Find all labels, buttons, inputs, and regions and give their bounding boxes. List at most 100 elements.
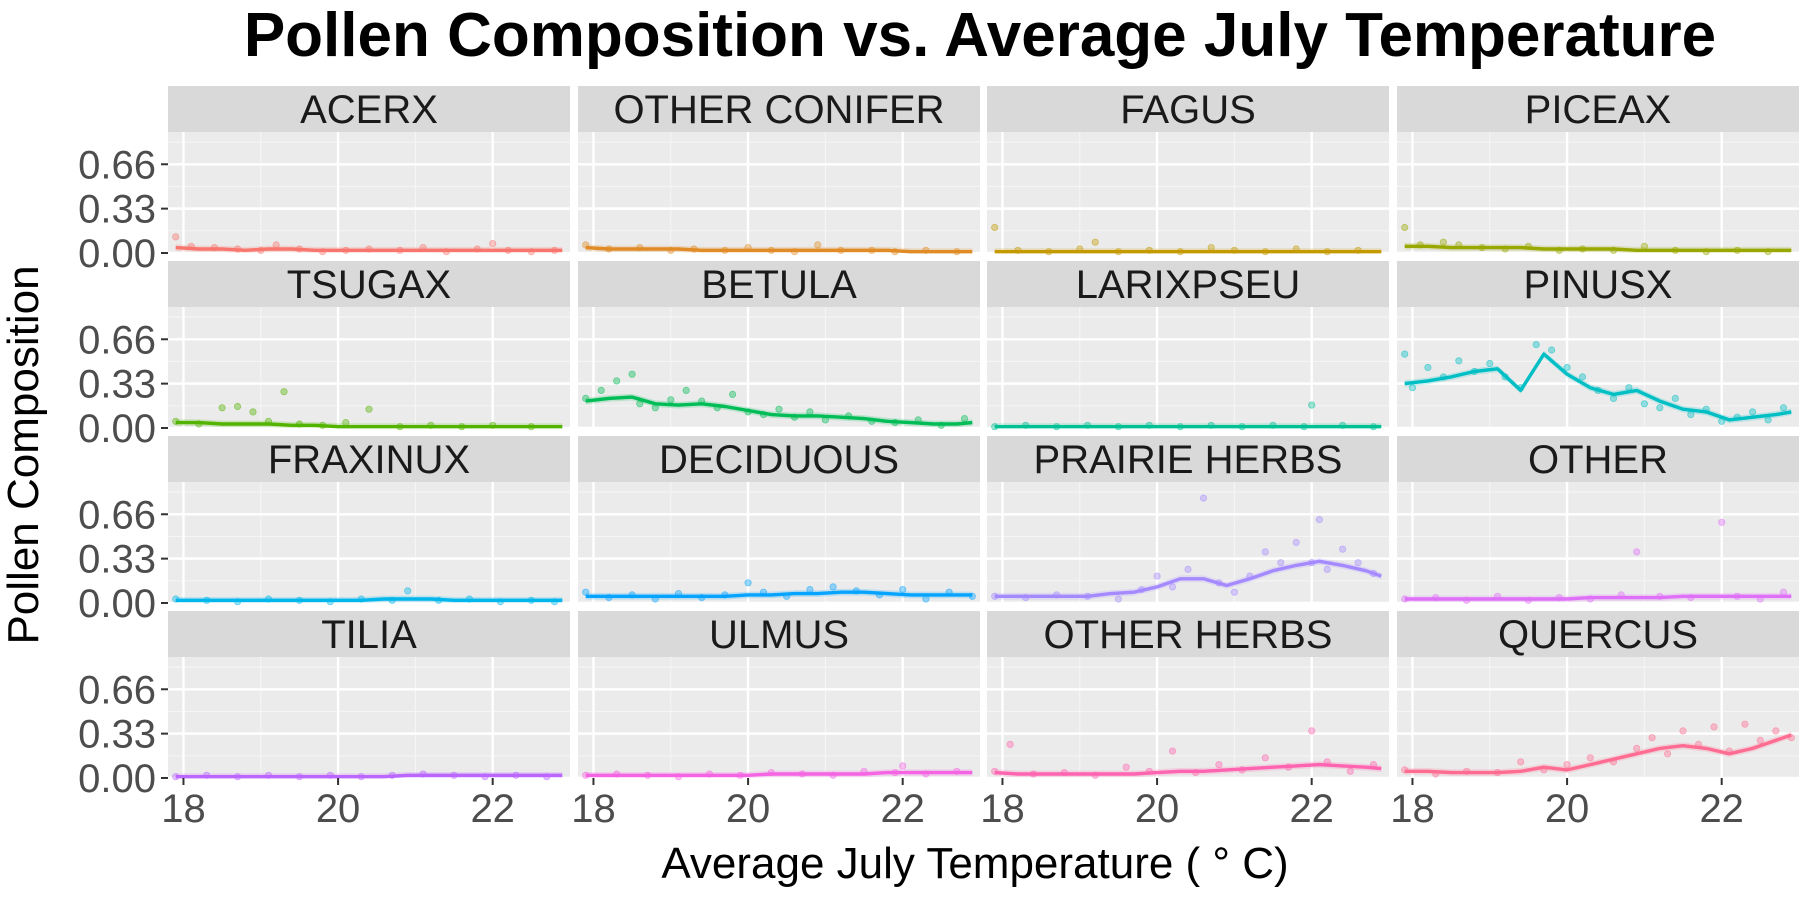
panel-piceax: PICEAX	[1397, 86, 1799, 256]
strip-label-pinusx: PINUSX	[1524, 263, 1673, 307]
strip-label-tsugax: TSUGAX	[287, 263, 451, 307]
x-tick-label: 20	[1545, 787, 1590, 831]
panel-bg-other-herbs	[987, 657, 1389, 778]
strip-larixpseu	[987, 261, 1389, 307]
data-point	[1207, 244, 1215, 252]
panel-prairie-herbs: PRAIRIE HERBS	[987, 436, 1389, 605]
data-point	[1609, 394, 1618, 402]
data-point	[1401, 223, 1409, 232]
panel-deciduous: DECIDUOUS	[578, 436, 980, 605]
y-tick-label: 0.00	[78, 582, 156, 626]
data-point	[172, 233, 180, 241]
data-point	[1153, 572, 1161, 580]
data-point	[1261, 754, 1269, 762]
strip-acerx	[168, 86, 570, 132]
data-point	[1517, 758, 1525, 766]
data-point	[1292, 538, 1300, 547]
panel-betula: BETULA	[578, 261, 980, 430]
data-point	[628, 370, 636, 378]
data-point	[1199, 494, 1208, 502]
panel-bg-quercus	[1397, 657, 1799, 778]
x-tick-label: 18	[571, 787, 616, 831]
data-point	[899, 762, 907, 770]
y-tick-label: 0.66	[78, 668, 156, 712]
data-point	[1671, 394, 1679, 402]
strip-label-fraxinux: FRAXINUX	[268, 438, 470, 482]
trend-line-prairie-herbs	[994, 559, 1382, 598]
data-point	[1779, 404, 1788, 412]
panel-bg-other-conifer	[578, 132, 980, 253]
panel-fraxinux: FRAXINUX 0.000.330.66	[78, 436, 570, 626]
data-point	[1439, 238, 1448, 246]
y-tick-label: 0.00	[78, 232, 156, 276]
panel-acerx: ACERX 0.000.330.66	[78, 86, 570, 276]
data-point	[1455, 357, 1463, 365]
data-point	[1308, 727, 1316, 735]
data-point	[1679, 727, 1687, 735]
data-point	[1401, 350, 1409, 358]
data-point	[1168, 747, 1177, 755]
strip-deciduous	[578, 436, 980, 482]
trend-line-ulmus	[585, 770, 973, 777]
trend-line-piceax	[1404, 244, 1792, 252]
trend-line-betula	[585, 395, 973, 426]
strip-tilia	[168, 611, 570, 657]
panel-bg-betula	[578, 307, 980, 428]
data-point	[365, 405, 373, 413]
panel-fagus: FAGUS	[987, 86, 1389, 256]
strip-other-conifer	[578, 86, 980, 132]
data-point	[234, 402, 242, 411]
data-point	[922, 595, 930, 603]
data-point	[1563, 363, 1571, 372]
data-point	[960, 414, 969, 423]
trend-line-other	[1404, 594, 1792, 601]
trend-line-quercus	[1404, 733, 1792, 775]
strip-betula	[578, 261, 980, 307]
x-tick-label: 22	[1699, 787, 1744, 831]
data-point	[1006, 740, 1014, 749]
data-point	[1648, 734, 1656, 742]
data-point	[829, 583, 837, 591]
data-point	[1122, 763, 1130, 771]
y-tick-label: 0.33	[78, 538, 156, 582]
y-tick-label: 0.00	[78, 757, 156, 801]
data-point	[1215, 760, 1223, 769]
data-point	[1548, 346, 1556, 354]
data-point	[1633, 548, 1641, 556]
y-tick-label: 0.33	[78, 188, 156, 232]
panel-larixpseu: LARIXPSEU	[987, 261, 1389, 431]
data-point	[814, 241, 822, 249]
panel-bg-larixpseu	[987, 307, 1389, 428]
x-tick-label: 18	[1390, 787, 1435, 831]
data-point	[775, 405, 783, 413]
strip-label-acerx: ACERX	[300, 88, 438, 132]
panel-bg-deciduous	[578, 482, 980, 603]
data-point	[1756, 736, 1764, 745]
trend-line-other-herbs	[994, 762, 1382, 776]
data-point	[1308, 401, 1316, 409]
strip-label-tilia: TILIA	[321, 613, 417, 657]
x-axis-title: Average July Temperature ( ° C)	[661, 839, 1288, 888]
data-point	[1346, 767, 1354, 775]
panel-bg-tilia	[168, 657, 570, 778]
data-point	[280, 388, 288, 396]
panel-other-herbs: OTHER HERBS 18 20 22	[980, 611, 1389, 831]
data-point	[667, 396, 675, 404]
panel-tilia: TILIA 0.000.330.66 18 20 22	[78, 611, 570, 831]
trend-line-fraxinux	[175, 597, 563, 602]
strip-ulmus	[578, 611, 980, 657]
panel-other: OTHER	[1397, 436, 1799, 605]
data-point	[1424, 363, 1432, 372]
data-point	[1532, 340, 1540, 349]
x-tick-label: 22	[880, 787, 925, 831]
y-tick-label: 0.00	[78, 407, 156, 451]
data-point	[582, 588, 590, 596]
strip-fagus	[987, 86, 1389, 132]
data-point	[1339, 545, 1347, 553]
data-point	[806, 585, 814, 594]
x-tick-label: 22	[1289, 787, 1334, 831]
strip-label-other-conifer: OTHER CONIFER	[613, 88, 944, 132]
panel-ulmus: ULMUS 18 20 22	[571, 611, 980, 831]
strip-label-piceax: PICEAX	[1525, 88, 1672, 132]
y-axis-title: Pollen Composition	[0, 265, 48, 644]
